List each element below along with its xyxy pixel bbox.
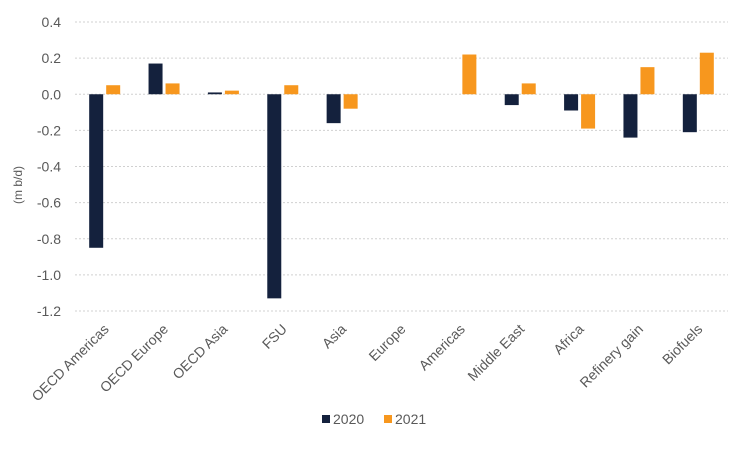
legend: 2020 2021 (322, 411, 426, 427)
bar-2020-7 (504, 94, 519, 106)
bar-2020-0 (89, 94, 104, 248)
y-tick-label: -0.4 (37, 159, 61, 175)
bar-2021-1 (165, 83, 180, 95)
bar-2020-8 (564, 94, 579, 111)
legend-swatch-2021 (384, 415, 392, 423)
x-category-label: Europe (365, 321, 408, 364)
y-tick-label: -0.2 (37, 122, 61, 138)
x-category-label: OECD Asia (169, 321, 231, 383)
x-category-label: OECD Americas (28, 321, 111, 404)
x-category-label: Middle East (464, 321, 527, 384)
bars (89, 52, 714, 299)
x-category-label: Refinery gain (576, 321, 646, 391)
y-tick-label: 0.0 (42, 86, 62, 102)
bar-2020-4 (326, 94, 341, 124)
bar-2021-8 (581, 94, 596, 129)
legend-swatch-2020 (322, 415, 330, 423)
bar-2021-2 (224, 90, 239, 95)
x-category-label: Biofuels (659, 321, 706, 368)
legend-label: 2020 (333, 411, 364, 427)
y-axis-ticks: 0.4 0.2 0.0 -0.2 -0.4 -0.6 -0.8 -1.0 -1.2 (37, 14, 61, 319)
y-axis-label: (m b/d) (11, 166, 25, 204)
y-tick-label: 0.4 (42, 14, 62, 30)
bar-2021-7 (521, 83, 536, 95)
bar-2021-0 (106, 85, 121, 95)
x-category-label: Americas (415, 321, 468, 374)
bar-2020-10 (682, 94, 697, 133)
bar-2021-9 (640, 67, 655, 95)
x-category-label: Africa (550, 321, 587, 358)
y-tick-label: -0.6 (37, 195, 61, 211)
bar-2020-3 (267, 94, 282, 299)
bar-2021-4 (343, 94, 358, 109)
bar-2020-2 (207, 92, 222, 95)
y-tick-label: 0.2 (42, 50, 62, 66)
bar-2021-3 (284, 85, 299, 95)
legend-label: 2021 (395, 411, 426, 427)
y-tick-label: -1.0 (37, 267, 61, 283)
gridlines (75, 21, 728, 312)
bar-2021-6 (462, 54, 477, 95)
y-tick-label: -0.8 (37, 231, 61, 247)
bar-2020-9 (623, 94, 638, 138)
x-category-label: Asia (319, 321, 350, 352)
x-category-label: FSU (259, 321, 290, 352)
bar-2020-1 (148, 63, 163, 95)
y-tick-label: -1.2 (37, 303, 61, 319)
bar-2021-10 (699, 52, 714, 95)
